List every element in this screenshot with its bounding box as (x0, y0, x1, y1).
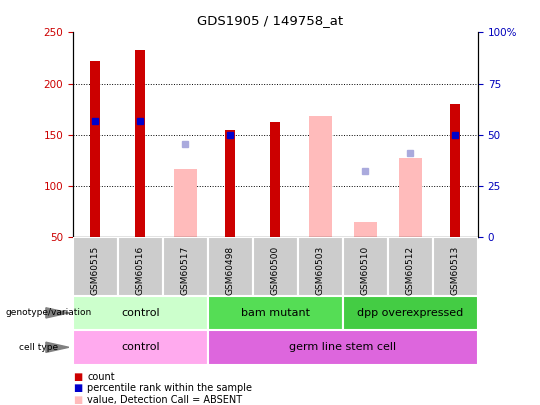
Bar (226, 130, 235, 237)
Text: germ line stem cell: germ line stem cell (289, 342, 396, 352)
Bar (208, 330, 478, 364)
Bar (343, 296, 478, 330)
Bar (343, 237, 388, 296)
Text: GSM60515: GSM60515 (91, 246, 100, 295)
Text: percentile rank within the sample: percentile rank within the sample (87, 384, 253, 393)
Bar (309, 116, 332, 237)
Bar (91, 61, 100, 237)
Text: count: count (87, 372, 115, 382)
Text: dpp overexpressed: dpp overexpressed (357, 308, 463, 318)
Text: GDS1905 / 149758_at: GDS1905 / 149758_at (197, 14, 343, 27)
Text: ■: ■ (73, 372, 82, 382)
Text: GSM60512: GSM60512 (406, 246, 415, 295)
Polygon shape (46, 308, 69, 318)
Bar (163, 237, 208, 296)
Text: GSM60517: GSM60517 (181, 246, 190, 295)
Bar (73, 330, 208, 364)
Text: GSM60513: GSM60513 (451, 246, 460, 295)
Bar (73, 296, 208, 330)
Bar (208, 296, 343, 330)
Text: GSM60503: GSM60503 (316, 246, 325, 295)
Text: GSM60510: GSM60510 (361, 246, 370, 295)
Bar (253, 237, 298, 296)
Bar (271, 122, 280, 237)
Bar (208, 237, 253, 296)
Text: genotype/variation: genotype/variation (5, 308, 92, 318)
Text: control: control (121, 342, 160, 352)
Bar (136, 50, 145, 237)
Bar (298, 237, 343, 296)
Bar (388, 237, 433, 296)
Text: bam mutant: bam mutant (241, 308, 310, 318)
Text: value, Detection Call = ABSENT: value, Detection Call = ABSENT (87, 395, 242, 405)
Bar (73, 237, 118, 296)
Text: ■: ■ (73, 384, 82, 393)
Text: cell type: cell type (19, 343, 58, 352)
Bar (174, 169, 197, 237)
Text: ■: ■ (73, 395, 82, 405)
Text: GSM60516: GSM60516 (136, 246, 145, 295)
Bar (399, 158, 422, 237)
Bar (354, 222, 377, 237)
Polygon shape (46, 342, 69, 352)
Bar (433, 237, 478, 296)
Text: GSM60500: GSM60500 (271, 246, 280, 295)
Text: GSM60498: GSM60498 (226, 246, 235, 295)
Text: control: control (121, 308, 160, 318)
Bar (450, 104, 460, 237)
Bar (118, 237, 163, 296)
